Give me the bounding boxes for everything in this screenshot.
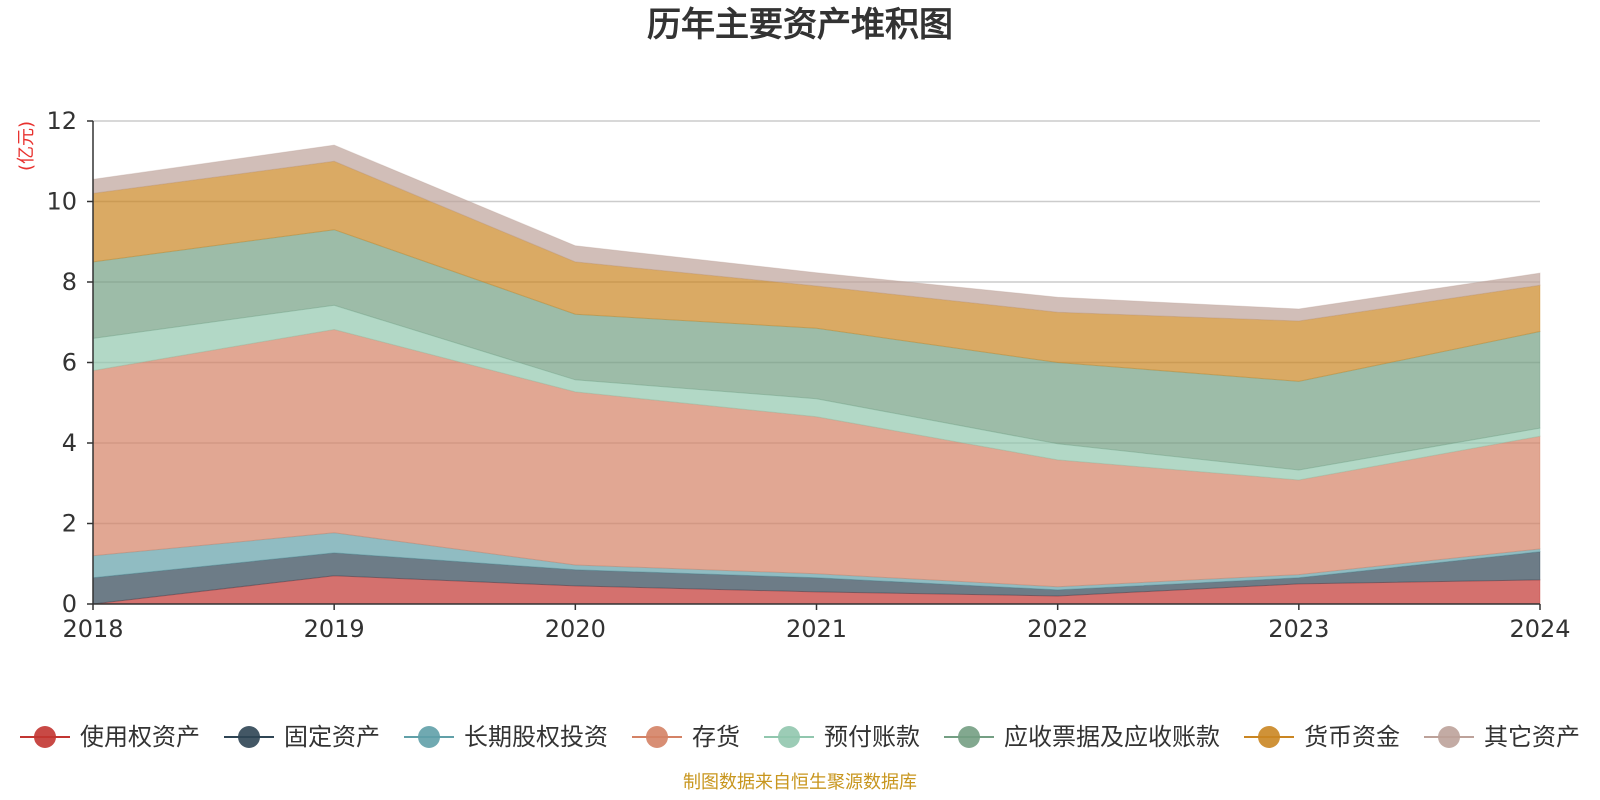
legend-marker-icon — [1438, 726, 1460, 748]
x-tick-label: 2021 — [786, 615, 847, 643]
x-tick-label: 2023 — [1268, 615, 1329, 643]
chart-title: 历年主要资产堆积图 — [647, 5, 953, 45]
legend-marker-icon — [238, 726, 260, 748]
legend-item-5: 应收票据及应收账款 — [944, 723, 1220, 751]
x-tick-label: 2019 — [304, 615, 365, 643]
legend-marker-icon — [646, 726, 668, 748]
area-series-group — [92, 144, 1541, 605]
axes: 0 2 4 6 8 10 12 2018 2019 2020 2021 2022 2023 2024 — [46, 107, 1570, 643]
x-tick-label: 2024 — [1509, 615, 1570, 643]
y-tick-label: 0 — [62, 590, 77, 618]
legend-label: 固定资产 — [284, 723, 380, 751]
x-tick-label: 2022 — [1027, 615, 1088, 643]
legend-label: 使用权资产 — [80, 723, 200, 751]
legend-item-0: 使用权资产 — [20, 723, 200, 751]
legend-item-6: 货币资金 — [1244, 723, 1400, 751]
x-tick-label: 2018 — [62, 615, 123, 643]
x-tick-label: 2020 — [545, 615, 606, 643]
legend-label: 其它资产 — [1484, 723, 1580, 751]
legend-label: 长期股权投资 — [464, 723, 608, 751]
legend-marker-icon — [958, 726, 980, 748]
y-tick-label: 4 — [62, 429, 77, 457]
legend-item-3: 存货 — [632, 723, 740, 751]
legend-label: 存货 — [692, 723, 740, 751]
y-tick-label: 6 — [62, 349, 77, 377]
legend-label: 预付账款 — [824, 723, 920, 751]
y-tick-label: 12 — [46, 107, 77, 135]
y-tick-label: 10 — [46, 188, 77, 216]
y-tick-label: 2 — [62, 510, 77, 538]
area-series-7 — [92, 144, 1541, 322]
area-series-4 — [92, 304, 1541, 481]
legend-label: 应收票据及应收账款 — [1004, 723, 1220, 751]
legend-item-1: 固定资产 — [224, 723, 380, 751]
area-series-3 — [92, 328, 1541, 588]
legend-marker-icon — [34, 726, 56, 748]
y-axis-unit-label: (亿元) — [16, 121, 37, 171]
y-tick-label: 8 — [62, 268, 77, 296]
legend-item-4: 预付账款 — [764, 723, 920, 751]
legend-marker-icon — [418, 726, 440, 748]
legend-item-2: 长期股权投资 — [404, 723, 608, 751]
legend: 使用权资产 固定资产 长期股权投资 存货 预付账款 应收票据及应收账款 货币资金 其它资产 — [20, 723, 1580, 751]
area-series-1 — [92, 551, 1541, 605]
legend-item-7: 其它资产 — [1424, 723, 1580, 751]
data-source-footer: 制图数据来自恒生聚源数据库 — [683, 772, 917, 793]
legend-marker-icon — [1258, 726, 1280, 748]
legend-marker-icon — [778, 726, 800, 748]
area-series-2 — [92, 532, 1541, 591]
legend-label: 货币资金 — [1304, 723, 1400, 751]
